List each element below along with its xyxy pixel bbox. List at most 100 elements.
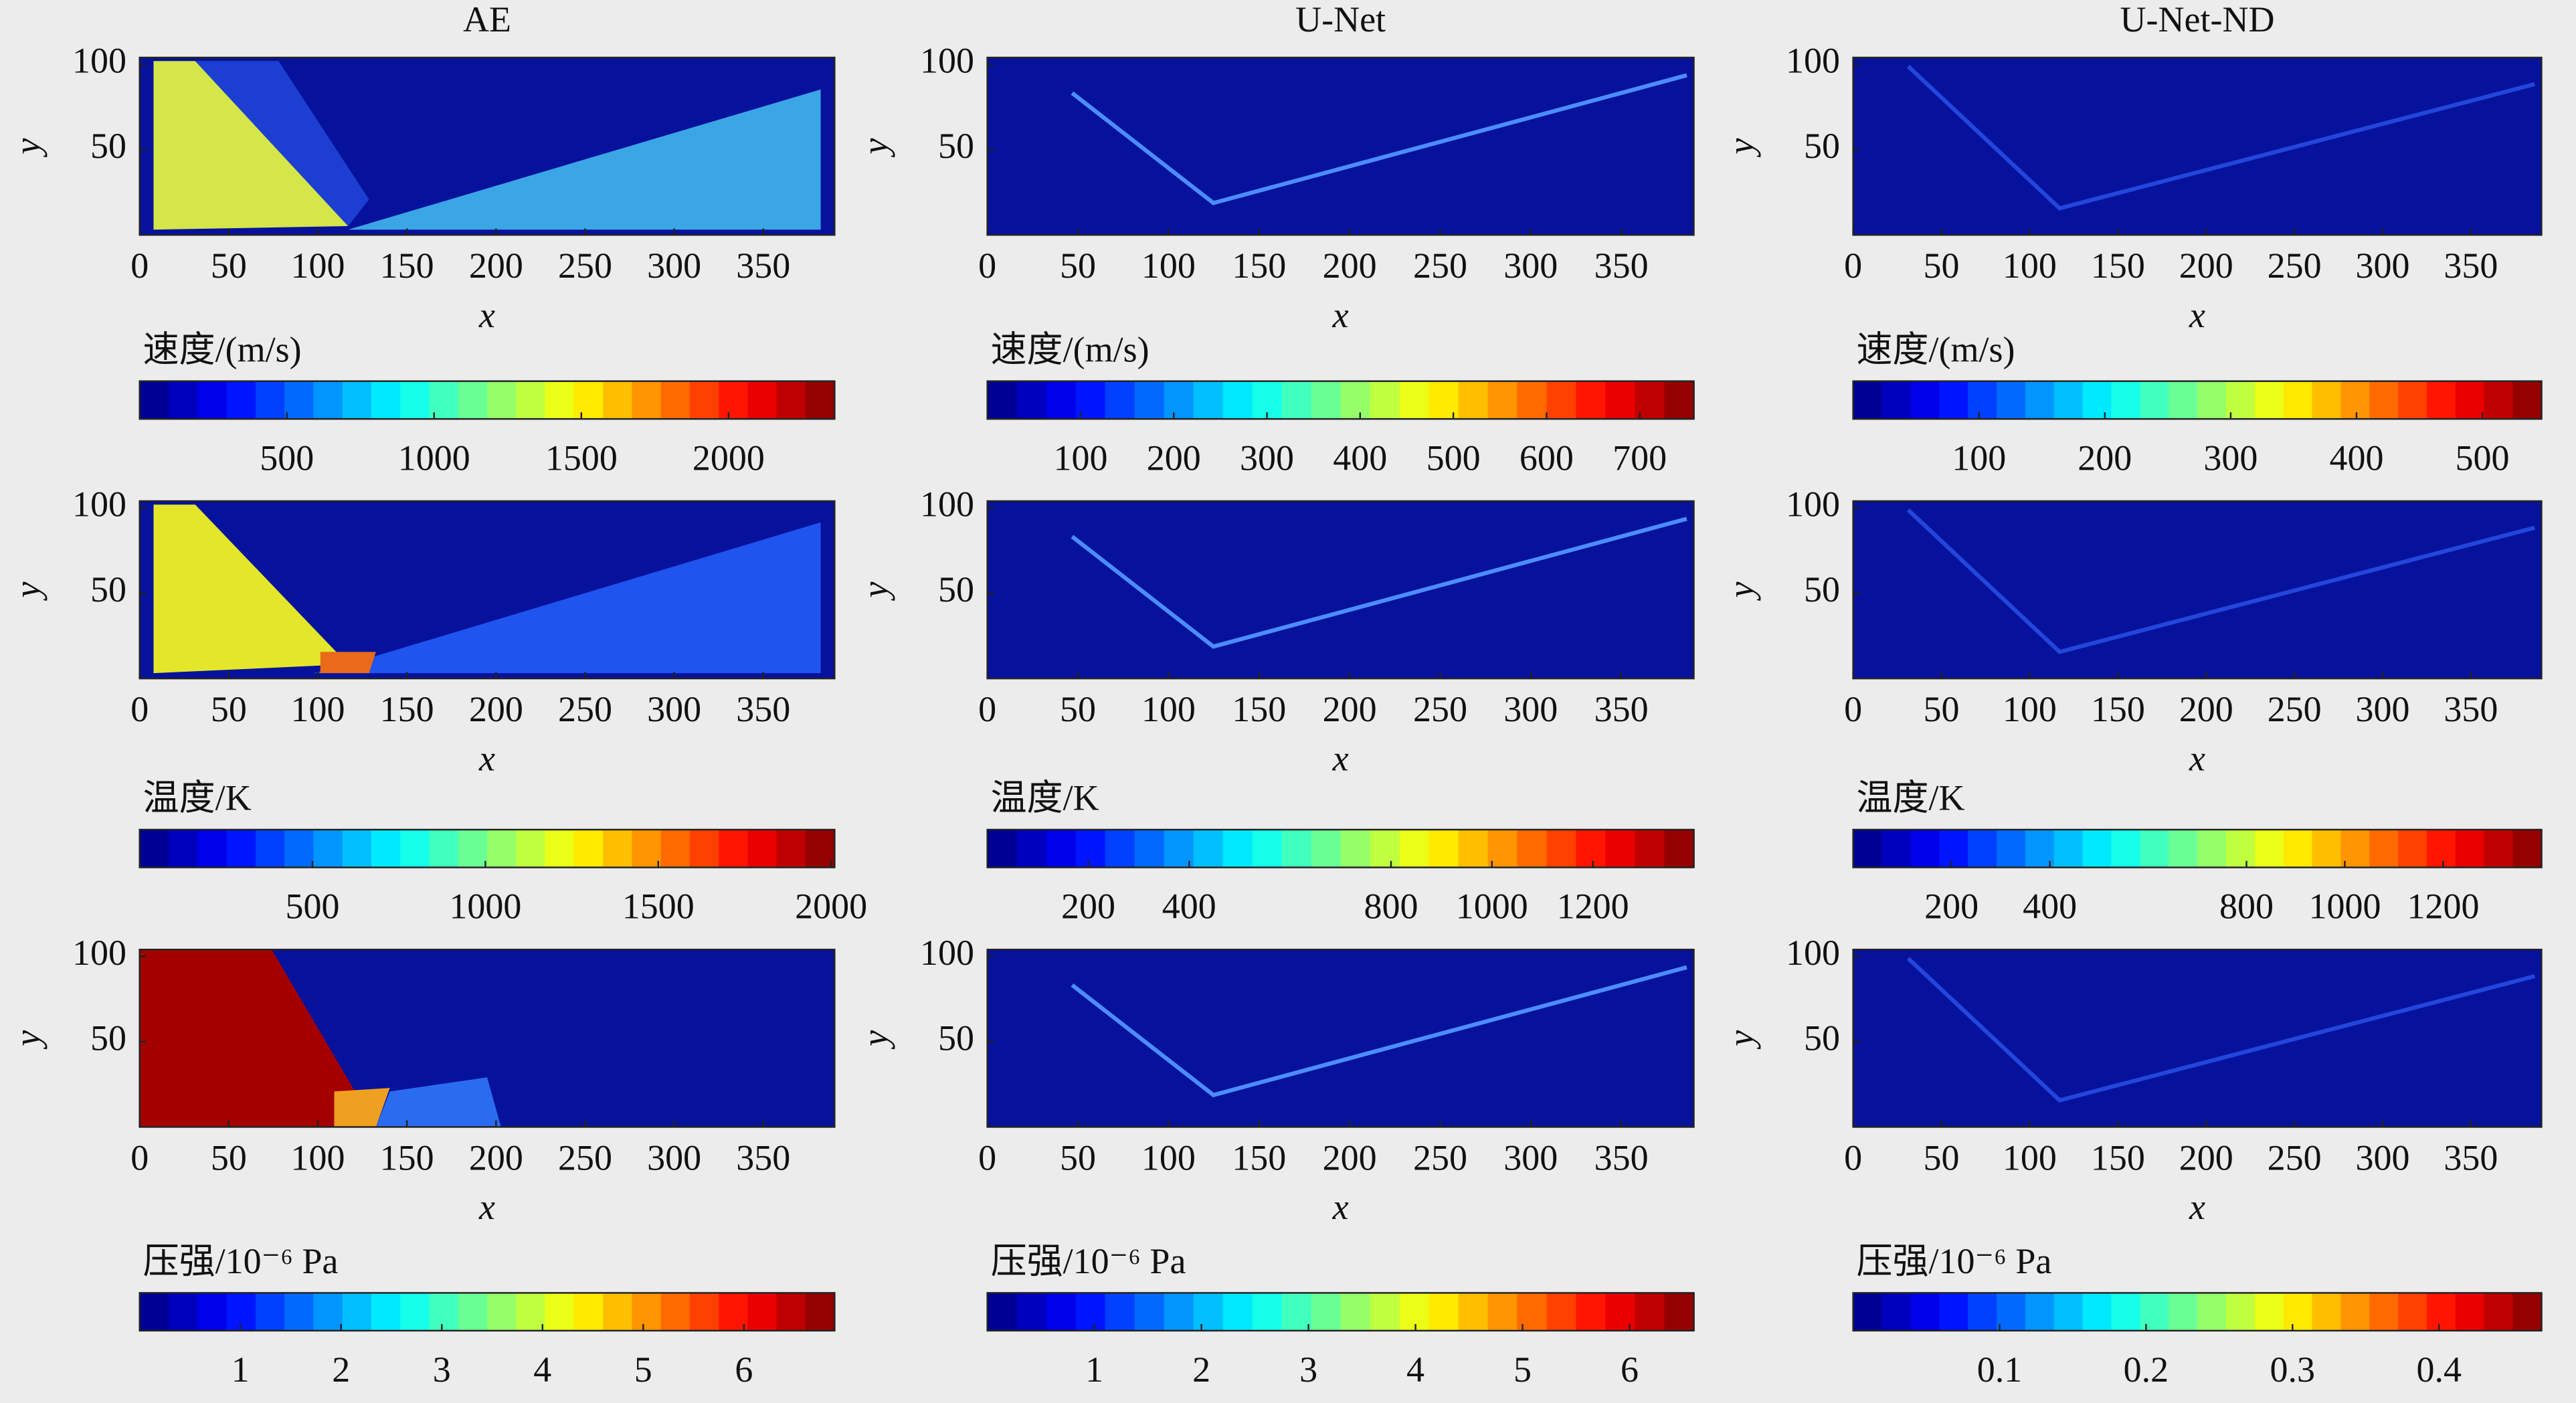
x-tick-label: 0 <box>130 689 149 729</box>
colorbar-tick-label: 0.2 <box>2124 1349 2169 1390</box>
y-tick-label: 100 <box>72 41 126 81</box>
colorbar-segment <box>2283 830 2313 868</box>
colorbar-label: 速度/(m/s) <box>1857 329 2015 369</box>
heatmap-field <box>987 500 1694 679</box>
colorbar-label: 温度/K <box>143 778 252 818</box>
colorbar-segment <box>313 1293 343 1331</box>
plot-frame <box>1852 56 2543 236</box>
colorbar-segment <box>660 1293 691 1331</box>
y-tick-label: 50 <box>90 1018 126 1058</box>
panel: 0 50 100 150 200 250 300 350 50 100 x y 压强/10⁻⁶ Pa 1 2… <box>7 933 836 1390</box>
colorbar-segment <box>1105 830 1135 868</box>
colorbar-tick-label: 1000 <box>1456 886 1528 927</box>
colorbar-tick-label: 500 <box>2456 438 2510 478</box>
x-tick-label: 150 <box>380 246 434 286</box>
colorbar-segment <box>1546 830 1577 868</box>
y-tick-label: 50 <box>938 569 974 610</box>
y-tick-label: 50 <box>938 126 974 166</box>
colorbar-segment <box>1487 830 1518 868</box>
colorbar-segment <box>2111 381 2141 419</box>
colorbar-segment <box>2312 1293 2342 1331</box>
colorbar-tick-label: 500 <box>1427 438 1481 478</box>
colorbar-segment <box>1968 830 1998 868</box>
colorbar-segment <box>1853 381 1883 419</box>
colorbar-segment <box>2140 830 2170 868</box>
colorbar-segment <box>1546 1293 1577 1331</box>
x-tick-label: 100 <box>1141 689 1196 729</box>
colorbar-segment <box>1399 381 1430 419</box>
x-tick-label: 0 <box>978 246 996 286</box>
colorbar-segment <box>545 830 575 868</box>
x-tick-label: 250 <box>1413 246 1467 286</box>
colorbar-frame <box>139 380 836 420</box>
x-tick-label: 250 <box>2268 246 2322 286</box>
x-tick-label: 250 <box>2268 689 2322 729</box>
x-tick-label: 300 <box>1503 689 1558 729</box>
colorbar-segment <box>2111 830 2141 868</box>
colorbar-segment <box>1340 1293 1371 1331</box>
field-shape <box>1071 965 1687 1098</box>
colorbar-segment <box>2426 830 2457 868</box>
x-tick-label: 200 <box>1323 1137 1377 1178</box>
colorbar-segment <box>1881 1293 1912 1331</box>
colorbar-segment <box>371 830 401 868</box>
x-tick-label: 200 <box>1323 689 1377 729</box>
x-tick-label: 150 <box>1232 689 1286 729</box>
x-tick-label: 250 <box>1413 1137 1467 1178</box>
field-shape <box>1906 508 2535 654</box>
x-tick-label: 300 <box>647 689 701 729</box>
colorbar-label: 压强/10⁻⁶ Pa <box>1857 1241 2052 1281</box>
colorbar-segment <box>1252 1293 1283 1331</box>
colorbar-segment <box>1458 830 1489 868</box>
colorbar-segment <box>689 830 720 868</box>
colorbar-tick-label: 300 <box>1240 438 1294 478</box>
x-tick-label: 300 <box>1503 246 1558 286</box>
x-tick-label: 250 <box>558 246 612 286</box>
x-tick-label: 300 <box>2356 1137 2410 1178</box>
colorbar-tick-label: 5 <box>634 1349 652 1390</box>
x-tick-label: 300 <box>647 246 701 286</box>
colorbar-segment <box>987 381 1018 419</box>
field-shape <box>153 504 349 674</box>
colorbar-segment <box>516 830 546 868</box>
colorbar-segment <box>400 1293 430 1331</box>
x-tick-label: 50 <box>1924 689 1960 729</box>
x-tick-label: 350 <box>736 1137 790 1178</box>
colorbar-tick-label: 800 <box>1364 886 1418 927</box>
field-shape <box>320 652 376 674</box>
plot-frame <box>1852 500 2543 680</box>
x-tick-label: 350 <box>2444 246 2498 286</box>
colorbar-segment <box>603 830 633 868</box>
colorbar-segment <box>1487 1293 1518 1331</box>
x-tick-label: 50 <box>211 689 247 729</box>
colorbar-segment <box>1910 830 1940 868</box>
panel: 0 50 100 150 200 250 300 350 50 100 x y 压强/10⁻⁶ Pa 0.… <box>1721 933 2543 1390</box>
y-axis-label: y <box>7 1030 48 1050</box>
colorbar-segment <box>1458 381 1489 419</box>
x-tick-label: 200 <box>2179 1137 2233 1178</box>
plot-frame <box>986 500 1695 680</box>
colorbar-segment <box>2169 830 2199 868</box>
colorbar-segment <box>313 830 343 868</box>
x-tick-label: 150 <box>2091 246 2145 286</box>
colorbar-segment <box>1046 830 1077 868</box>
panel: 0 50 100 150 200 250 300 350 50 100 x y 温度/K 200 400 80… <box>1721 484 2543 927</box>
colorbar-segment <box>168 1293 199 1331</box>
colorbar-segment <box>2140 1293 2170 1331</box>
colorbar-segment <box>1605 1293 1636 1331</box>
colorbar-tick-label: 2 <box>332 1349 350 1390</box>
colorbar-segment <box>1576 1293 1606 1331</box>
colorbar-segment <box>487 830 517 868</box>
x-tick-label: 350 <box>2444 1137 2498 1178</box>
colorbar-segment <box>1853 1293 1883 1331</box>
colorbar-segment <box>1370 830 1400 868</box>
colorbar-tick-label: 0.1 <box>1977 1349 2023 1390</box>
x-tick-label: 300 <box>1503 1137 1558 1178</box>
x-tick-label: 50 <box>1924 1137 1960 1178</box>
colorbar-tick-label: 1200 <box>1557 886 1629 927</box>
colorbar-tick-label: 1 <box>232 1349 250 1390</box>
colorbar-segment <box>2197 1293 2227 1331</box>
colorbar-segment <box>1996 381 2027 419</box>
y-axis-label: y <box>1721 1030 1761 1050</box>
y-axis-label: y <box>1721 138 1761 158</box>
